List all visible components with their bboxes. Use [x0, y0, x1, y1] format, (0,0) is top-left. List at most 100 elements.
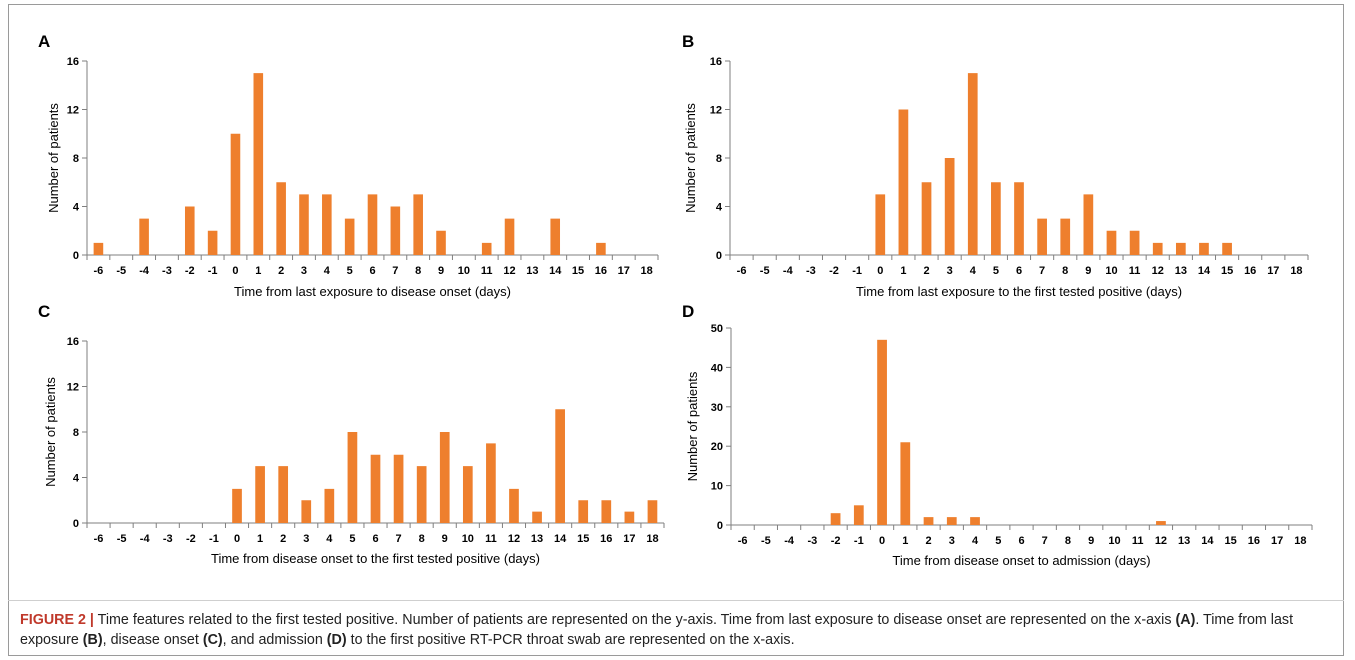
y-tick-label-a: 12	[67, 105, 79, 117]
x-tick-label-b: 17	[1267, 265, 1279, 277]
figure-frame	[8, 4, 1344, 656]
x-tick-label-d: 3	[949, 535, 955, 547]
bar-b-10	[1106, 230, 1117, 255]
x-tick-label-a: 4	[324, 265, 331, 277]
x-tick-label-b: 2	[923, 265, 929, 277]
bar-b-15	[1222, 242, 1232, 255]
x-tick-label-b: 4	[970, 265, 977, 277]
bar-c-8	[416, 466, 427, 523]
bar-b-11	[1129, 230, 1140, 255]
x-tick-label-a: 5	[347, 265, 353, 277]
x-tick-label-c: -5	[117, 533, 127, 545]
x-tick-label-d: -4	[784, 535, 795, 547]
x-tick-label-c: -2	[186, 533, 196, 545]
x-tick-label-d: 17	[1271, 535, 1283, 547]
bar-a-11	[481, 242, 492, 255]
bar-b-14	[1199, 242, 1209, 255]
x-tick-label-d: 4	[972, 535, 979, 547]
x-tick-label-a: 2	[278, 265, 284, 277]
x-tick-label-c: 14	[554, 533, 567, 545]
x-tick-label-b: 7	[1039, 265, 1045, 277]
y-tick-label-c: 0	[73, 518, 79, 530]
bar-a--4	[139, 218, 149, 255]
bar-a-5	[344, 218, 355, 255]
bar-a-0	[230, 133, 241, 255]
x-tick-label-d: 13	[1178, 535, 1190, 547]
x-tick-label-d: 10	[1108, 535, 1120, 547]
bar-a-4	[322, 194, 332, 255]
x-tick-label-c: -1	[209, 533, 219, 545]
bar-d-2	[923, 517, 934, 525]
y-axis-title-a: Number of patients	[46, 103, 61, 213]
bar-b-12	[1152, 242, 1163, 255]
y-tick-label-d: 40	[711, 362, 723, 374]
x-tick-label-a: 15	[572, 265, 584, 277]
x-tick-label-d: -2	[831, 535, 841, 547]
bar-c-9	[439, 432, 450, 523]
x-tick-label-c: 0	[234, 533, 240, 545]
x-tick-label-a: 16	[595, 265, 607, 277]
y-axis-title-c: Number of patients	[43, 377, 58, 487]
x-tick-label-d: 15	[1225, 535, 1237, 547]
x-tick-label-b: -3	[806, 265, 816, 277]
bar-d-12	[1156, 521, 1166, 525]
x-tick-label-d: -6	[738, 535, 748, 547]
bar-d-4	[970, 517, 980, 525]
panel-letter-b: B	[682, 32, 694, 51]
x-tick-label-d: 16	[1248, 535, 1260, 547]
x-tick-label-a: 6	[369, 265, 375, 277]
x-tick-label-a: -6	[94, 265, 104, 277]
bar-c-4	[324, 488, 335, 523]
bar-c-17	[624, 511, 635, 523]
x-axis-title-a: Time from last exposure to disease onset…	[234, 284, 511, 299]
x-tick-label-c: -4	[140, 533, 151, 545]
panel-letter-a: A	[38, 32, 50, 51]
x-tick-label-c: 18	[646, 533, 658, 545]
bar-b-2	[921, 182, 932, 255]
x-tick-label-c: 15	[577, 533, 589, 545]
y-tick-label-c: 8	[73, 427, 79, 439]
x-tick-label-a: -2	[185, 265, 195, 277]
y-tick-label-d: 0	[717, 520, 723, 532]
x-tick-label-d: 7	[1042, 535, 1048, 547]
x-tick-label-c: 9	[442, 533, 448, 545]
x-tick-label-b: 13	[1175, 265, 1187, 277]
x-axis-title-b: Time from last exposure to the first tes…	[856, 284, 1182, 299]
bar-c-1	[255, 466, 265, 523]
x-tick-label-b: 8	[1062, 265, 1068, 277]
bar-b-8	[1060, 218, 1071, 255]
y-tick-label-a: 16	[67, 56, 79, 68]
bar-a--1	[207, 230, 218, 255]
bar-a--6	[93, 242, 104, 255]
bar-a-8	[413, 194, 423, 255]
x-tick-label-a: 0	[232, 265, 238, 277]
x-tick-label-b: 1	[900, 265, 906, 277]
bar-d--2	[830, 513, 841, 525]
x-tick-label-c: 3	[303, 533, 309, 545]
bar-d-0	[877, 339, 887, 525]
x-tick-label-b: 12	[1152, 265, 1164, 277]
x-tick-label-b: -5	[760, 265, 770, 277]
x-tick-label-d: 9	[1088, 535, 1094, 547]
y-tick-label-a: 0	[73, 250, 79, 262]
x-tick-label-b: 10	[1105, 265, 1117, 277]
y-tick-label-a: 8	[73, 153, 79, 165]
bar-d-1	[900, 442, 911, 525]
x-tick-label-b: -2	[829, 265, 839, 277]
bar-c-18	[647, 500, 658, 523]
x-tick-label-d: -3	[807, 535, 817, 547]
bar-d--1	[853, 505, 864, 525]
bar-a-3	[299, 194, 309, 255]
x-tick-label-a: -3	[162, 265, 172, 277]
bar-c-13	[532, 511, 542, 523]
x-axis-title-d: Time from disease onset to admission (da…	[892, 553, 1150, 568]
x-tick-label-c: 12	[508, 533, 520, 545]
x-tick-label-a: 1	[255, 265, 261, 277]
x-tick-label-d: 18	[1294, 535, 1306, 547]
y-tick-label-c: 12	[67, 382, 79, 394]
y-tick-label-c: 4	[73, 473, 80, 485]
y-tick-label-b: 8	[716, 153, 722, 165]
y-tick-label-d: 50	[711, 323, 723, 335]
x-tick-label-b: 6	[1016, 265, 1022, 277]
